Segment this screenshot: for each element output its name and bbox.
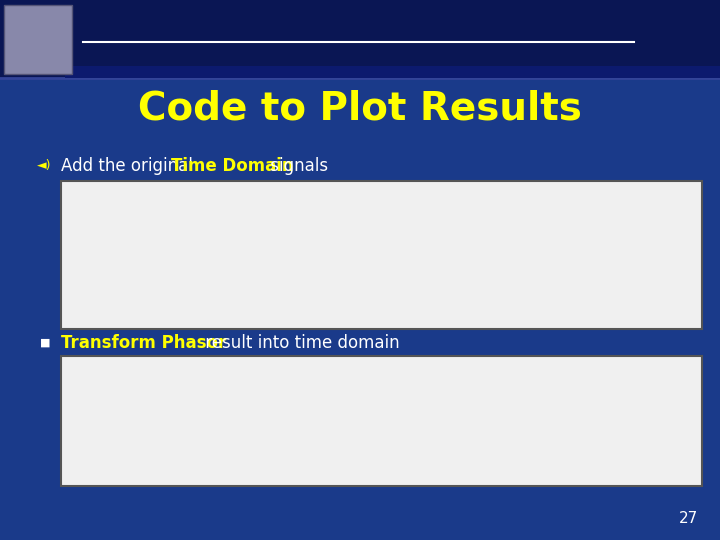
Text: Math Review with Matlab: Math Review with Matlab (83, 67, 196, 76)
Text: ■: ■ (40, 338, 50, 348)
Text: j: j (32, 23, 45, 56)
Text: Add the original: Add the original (61, 157, 198, 175)
Text: Transform Phasor: Transform Phasor (61, 334, 227, 352)
Text: grid on; ylabel('From Phasor Addition');: grid on; ylabel('From Phasor Addition'); (76, 424, 395, 437)
Text: Complex Numbers:  Sinusoidal Addition: Complex Numbers: Sinusoidal Addition (83, 25, 518, 45)
Text: subplot(2,1,2);plot(t,v5_phasor);: subplot(2,1,2);plot(t,v5_phasor); (76, 396, 340, 409)
Text: result into time domain: result into time domain (200, 334, 400, 352)
Text: title('Results of Addition of 4 Sinusoids');: title('Results of Addition of 4 Sinusoid… (76, 297, 428, 310)
Text: xlabel('Time');: xlabel('Time'); (76, 271, 196, 284)
Text: 27: 27 (679, 511, 698, 526)
Text: ◄): ◄) (37, 159, 52, 172)
Text: subplot(2,1,1);plot(t,v5_time);: subplot(2,1,1);plot(t,v5_time); (76, 219, 323, 232)
Text: Time Domain: Time Domain (171, 157, 294, 175)
Text: grid on; ylabel('From Time Addition');: grid on; ylabel('From Time Addition'); (76, 245, 379, 258)
Text: U of M-Dearborn ECE Department: U of M-Dearborn ECE Department (482, 67, 634, 76)
Text: xlabel('Time');: xlabel('Time'); (76, 452, 196, 465)
Text: signals: signals (265, 157, 328, 175)
Text: v5_time = v1 + v2 + v3 + v4;: v5_time = v1 + v2 + v3 + v4; (76, 193, 300, 206)
Text: v5_phasor = M5*cos(2*pi*f*t+theta5_rad);: v5_phasor = M5*cos(2*pi*f*t+theta5_rad); (76, 369, 395, 382)
Text: Code to Plot Results: Code to Plot Results (138, 89, 582, 127)
